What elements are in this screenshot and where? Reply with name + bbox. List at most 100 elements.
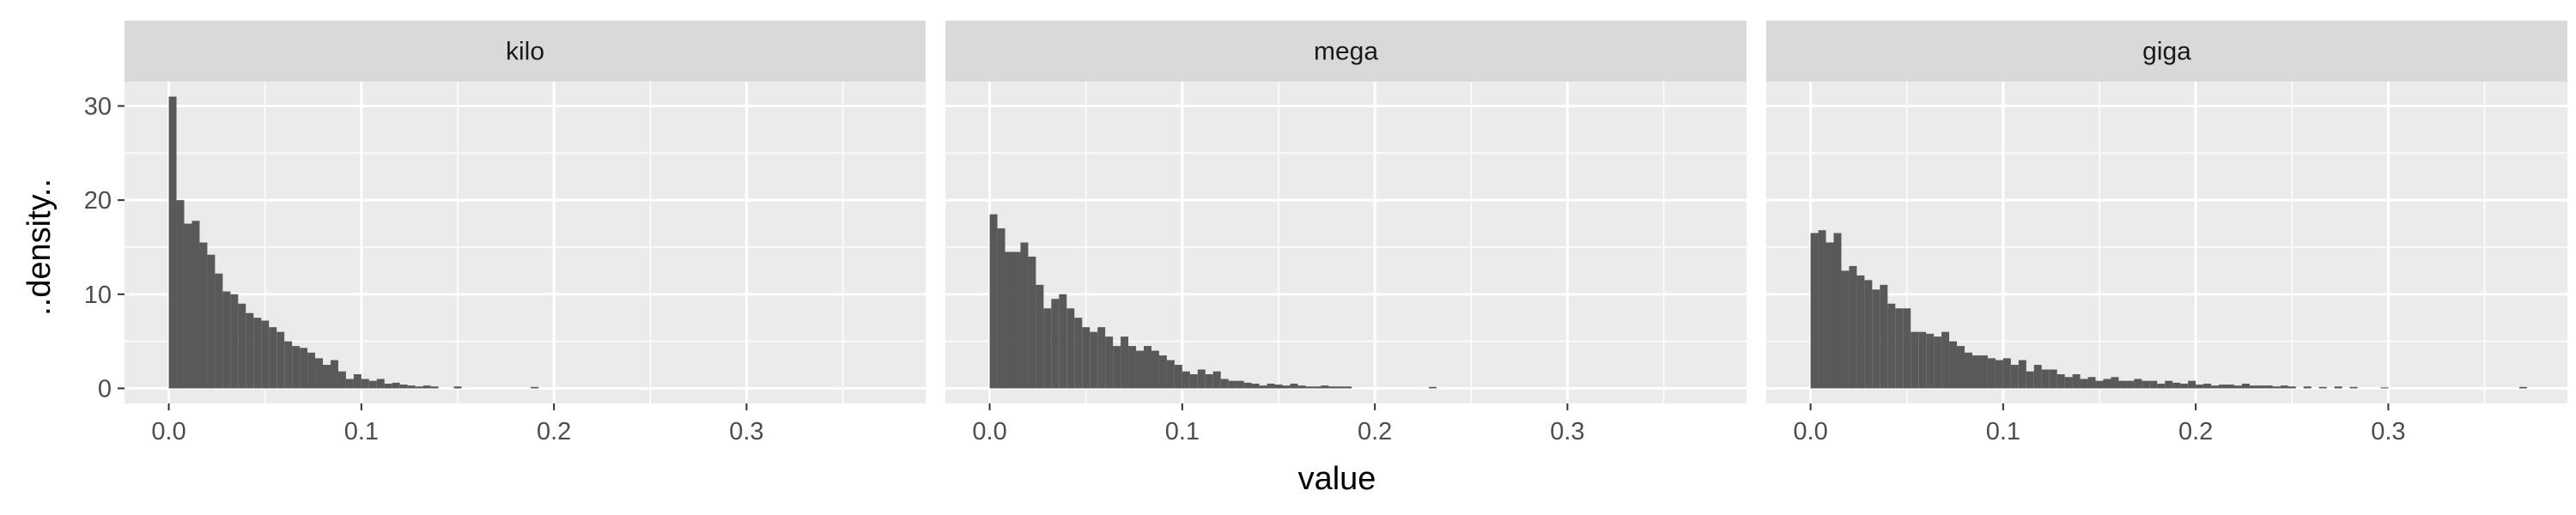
histogram-bar [1274,385,1283,389]
facet-strip [1766,21,2567,82]
histogram-bar [1267,383,1275,389]
histogram-bar [1957,346,1965,389]
histogram-bar [1043,308,1052,389]
histogram-bar [1995,360,2003,389]
histogram-bar [2064,377,2073,389]
facet-strip-label: mega [1314,38,1378,66]
x-axes: 0.0 0.1 0.2 0.3 0.0 0.1 0.2 0.3 0.0 0.1 0.2 0.3 [151,403,2406,445]
histogram-bar [1066,308,1075,389]
histogram-bar [337,371,346,389]
histogram-bar [2272,386,2281,389]
histogram-bar [191,221,200,389]
gridlines [125,82,926,403]
histogram-bar [2087,377,2096,389]
histogram-bar [1151,350,1159,389]
histogram-bar [1428,386,1437,389]
histogram-bar [1987,358,1996,389]
histogram-bar [2241,383,2250,389]
facet-panel-mega: mega [945,21,1747,403]
histogram-bar [1236,380,1244,389]
histogram-bar [1036,284,1044,389]
histogram-bar [1228,380,1236,389]
x-axis-kilo: 0.0 0.1 0.2 0.3 [151,403,764,445]
histogram-bar [1174,365,1182,389]
histogram-bar [276,331,285,389]
x-tick-label: 0.3 [1550,418,1584,445]
histogram-bar [989,214,998,389]
histogram-bar [1313,386,1321,389]
histogram-bar [1826,242,1834,389]
histogram-bar [384,383,392,389]
histogram-bar [1158,355,1167,389]
x-tick-label: 0.3 [2371,418,2405,445]
histogram-bar [2518,386,2527,389]
histogram-bar [261,320,270,389]
histogram-bar [1097,327,1106,389]
histogram-bar [1059,294,1067,389]
histogram-bar [2126,380,2135,389]
histogram-bar [1887,303,1896,389]
histogram-bar [207,254,216,389]
histogram-bar [1872,289,1880,389]
histogram-bar [2149,380,2158,389]
x-axis-giga: 0.0 0.1 0.2 0.3 [1793,403,2406,445]
histogram-bar [1926,333,1935,389]
histogram-bar [2026,371,2034,389]
histogram-bar [1918,331,1927,389]
histogram-bar [1113,346,1121,389]
x-tick-label: 0.0 [1793,418,1827,445]
histogram-bar [1328,386,1337,389]
y-tick-label: 20 [84,187,112,215]
facet-strip [125,21,926,82]
facet-panels: kilo mega giga [125,21,2567,403]
histogram-bar [284,341,293,389]
histogram-bar [1128,346,1137,389]
y-axis-title: ..density.. [21,179,58,316]
x-tick-label: 0.0 [151,418,185,445]
histogram-bar [1849,265,1857,389]
histogram-bar [1020,242,1029,389]
histogram-bar [1833,233,1842,389]
histogram-bar [1144,346,1151,389]
histogram-bar [1305,386,1314,389]
histogram-bar [1243,382,1252,389]
histogram-bar [1979,355,1988,389]
histogram-bar [2080,379,2088,389]
histogram-bar [430,386,439,389]
histogram-bar [2172,382,2181,389]
y-tick-label: 30 [84,94,112,121]
histogram-bar [323,365,331,389]
histogram-bar [1297,385,1306,389]
histogram-bar [1028,256,1036,389]
histogram-bar [2303,386,2312,389]
histogram-bar [2033,365,2042,389]
histogram-bar [2165,380,2173,389]
histogram-bar [2196,385,2204,389]
histogram-bar [1220,379,1229,389]
histogram-bar [422,385,431,389]
histogram-bar [1841,270,1850,389]
histogram-bar [1290,383,1298,389]
histogram-bar [1090,331,1098,389]
histogram-bar [415,386,423,389]
histogram-bar [2264,385,2273,389]
histogram-bar [1903,308,1911,389]
histogram-bar [2280,385,2288,389]
histogram-bar [199,242,208,389]
histogram-bar [1121,336,1129,389]
histogram-bar [2380,387,2389,389]
histogram-bar [1051,299,1060,389]
histogram-bar [2180,383,2189,389]
histogram-bar [2211,385,2220,389]
histogram-bar [315,358,324,389]
histogram-bar [1321,385,1329,389]
histogram-bar [2287,386,2296,389]
facet-strip-label: kilo [506,38,544,66]
histogram-bar [1880,284,1888,389]
x-tick-label: 0.1 [1165,418,1200,445]
histogram-bar [1136,350,1145,389]
histogram-bar [2157,383,2166,389]
histogram-bar [2227,385,2234,389]
x-tick-label: 0.2 [2178,418,2213,445]
